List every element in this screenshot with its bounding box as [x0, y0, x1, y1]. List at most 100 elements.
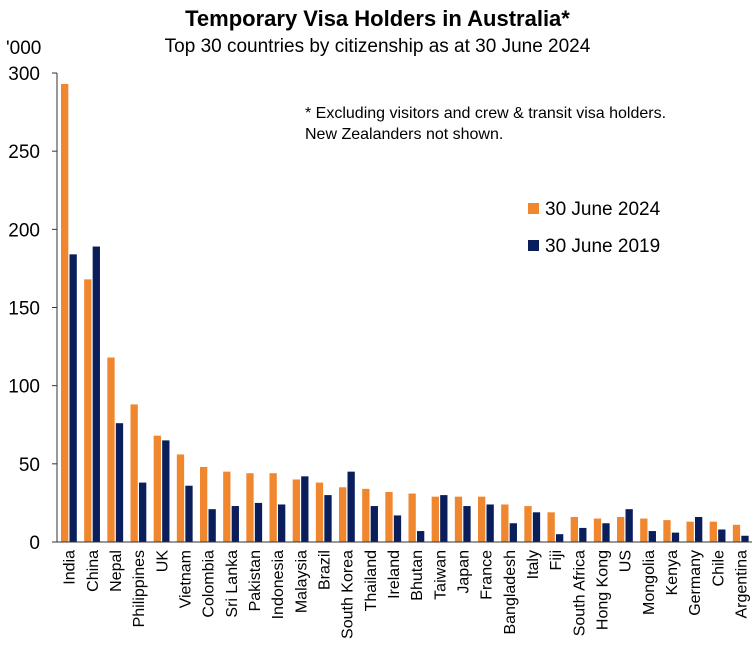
bar-2019: [440, 495, 448, 542]
bar-2024: [570, 516, 578, 542]
y-axis-tick-label: 300: [8, 64, 40, 85]
bar-2019: [648, 531, 656, 542]
bar-2024: [454, 496, 463, 542]
x-axis-tick-label: Italy: [525, 550, 542, 579]
bar-2019: [347, 471, 355, 542]
bar-2019: [115, 423, 124, 542]
bar-2024: [686, 521, 694, 542]
chart-title: Temporary Visa Holders in Australia*: [185, 6, 570, 31]
x-axis-tick-label: UK: [154, 550, 171, 573]
bar-2024: [385, 491, 393, 542]
x-axis-tick-label: Fiji: [548, 550, 565, 570]
bar-2019: [463, 506, 471, 542]
chart-note-line-2: New Zealanders not shown.: [305, 126, 503, 143]
x-axis-tick-label: Sri Lanka: [224, 550, 241, 618]
x-axis-tick-label: Brazil: [316, 550, 333, 590]
x-axis-tick-label: Nepal: [108, 550, 125, 592]
bar-2024: [640, 518, 648, 542]
bar-2024: [223, 471, 231, 542]
x-axis-tick-label: South Africa: [571, 550, 588, 636]
legend: 30 June 2024 30 June 2019: [528, 199, 661, 257]
bar-2024: [617, 516, 625, 542]
x-axis-tick-label: Argentina: [733, 550, 750, 619]
chart-note-line-1: * Excluding visitors and crew & transit …: [305, 105, 666, 122]
bar-2024: [431, 496, 439, 542]
x-axis-tick-label: US: [618, 550, 635, 572]
y-axis-tick-label: 50: [19, 455, 40, 476]
bar-2024: [130, 404, 138, 542]
bars: [61, 83, 749, 543]
bar-2019: [509, 523, 517, 542]
y-axis-tick-label: 100: [8, 377, 40, 398]
bar-2019: [718, 529, 726, 542]
bar-2019: [324, 495, 332, 542]
x-axis-tick-label: Malaysia: [293, 550, 310, 613]
y-axis-tick-label: 0: [29, 533, 40, 554]
bar-2024: [61, 83, 69, 543]
bar-2019: [278, 504, 286, 542]
bar-2024: [200, 466, 208, 542]
bar-2024: [547, 512, 555, 542]
x-axis-tick-label: India: [62, 550, 79, 585]
x-axis-tick-label: Ireland: [386, 550, 403, 599]
x-axis-tick-label: Vietnam: [177, 550, 194, 608]
bar-2024: [315, 482, 324, 542]
legend-swatch-2019: [528, 240, 539, 251]
x-axis-tick-label: Thailand: [363, 550, 380, 611]
bar-2024: [246, 473, 254, 542]
bar-2024: [478, 496, 486, 542]
bar-2024: [732, 524, 741, 542]
bar-2019: [417, 531, 425, 542]
y-axis: 0 50 100 150 200 250 300: [8, 64, 57, 554]
bar-2019: [579, 527, 587, 542]
bar-2019: [486, 504, 494, 542]
bar-2024: [292, 479, 300, 542]
bar-2019: [532, 512, 541, 542]
bar-2024: [362, 488, 370, 542]
x-axis-tick-label: Bhutan: [409, 550, 426, 601]
bar-2019: [185, 485, 193, 542]
x-axis-tick-label: Pakistan: [247, 550, 264, 611]
bar-2024: [663, 520, 671, 542]
bar-2019: [162, 440, 170, 542]
bar-2019: [625, 509, 633, 542]
x-axis-tick-label: Taiwan: [432, 550, 449, 600]
x-axis-tick-label: Mongolia: [641, 550, 658, 615]
x-axis-tick-label: Indonesia: [270, 550, 287, 619]
bar-2019: [301, 476, 309, 542]
x-axis-tick-label: South Korea: [340, 550, 357, 639]
x-axis-tick-label: China: [85, 550, 102, 592]
bar-2024: [408, 493, 416, 542]
bar-2019: [370, 506, 378, 542]
y-axis-tick-label: 200: [8, 220, 40, 241]
x-axis-tick-label: Germany: [687, 550, 704, 616]
chart-subtitle: Top 30 countries by citizenship as at 30…: [164, 36, 591, 57]
bar-2019: [671, 532, 680, 542]
bar-2024: [153, 435, 161, 542]
bar-2019: [208, 509, 216, 542]
legend-swatch-2024: [528, 203, 539, 214]
bar-2024: [84, 279, 92, 542]
bar-2024: [107, 357, 115, 542]
bar-2019: [231, 506, 239, 542]
bar-2024: [524, 506, 532, 542]
bar-2024: [501, 504, 509, 542]
bar-2024: [339, 487, 347, 542]
legend-label-2019: 30 June 2019: [545, 236, 660, 257]
bar-2019: [695, 516, 703, 542]
y-axis-tick-label: 250: [8, 142, 40, 163]
bar-2019: [741, 535, 749, 542]
bar-2019: [92, 246, 100, 542]
bar-2019: [254, 502, 263, 542]
bar-2024: [176, 454, 185, 542]
y-axis-tick-label: 150: [8, 299, 40, 320]
bar-2024: [709, 521, 717, 542]
bar-2019: [69, 254, 77, 542]
x-axis-tick-label: France: [479, 550, 496, 600]
bar-2024: [593, 518, 602, 542]
y-axis-unit-label: '000: [6, 38, 41, 59]
x-axis-tick-label: Colombia: [201, 550, 218, 618]
bar-2019: [393, 515, 402, 542]
x-axis-tick-label: Bangladesh: [502, 550, 519, 635]
bar-2019: [602, 523, 610, 542]
